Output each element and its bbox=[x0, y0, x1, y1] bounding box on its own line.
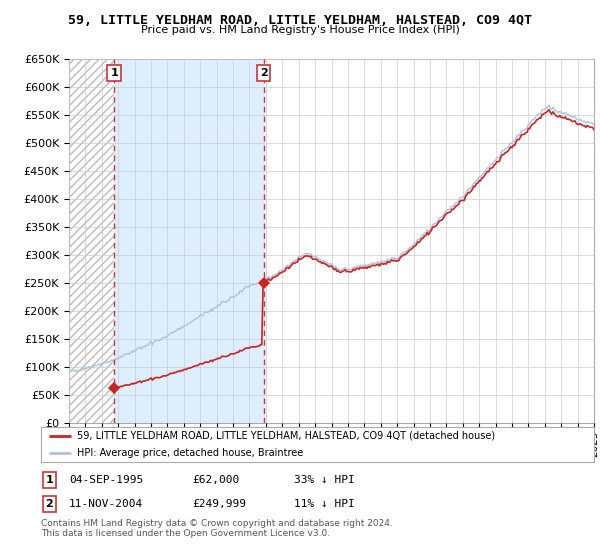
Text: Contains HM Land Registry data © Crown copyright and database right 2024.: Contains HM Land Registry data © Crown c… bbox=[41, 519, 392, 528]
Text: £249,999: £249,999 bbox=[192, 499, 246, 509]
Text: 2: 2 bbox=[46, 499, 53, 509]
Text: 1: 1 bbox=[46, 475, 53, 485]
Bar bbox=[114, 59, 264, 423]
Text: 04-SEP-1995: 04-SEP-1995 bbox=[69, 475, 143, 485]
Text: £62,000: £62,000 bbox=[192, 475, 239, 485]
Text: 59, LITTLE YELDHAM ROAD, LITTLE YELDHAM, HALSTEAD, CO9 4QT: 59, LITTLE YELDHAM ROAD, LITTLE YELDHAM,… bbox=[68, 14, 532, 27]
Text: 11-NOV-2004: 11-NOV-2004 bbox=[69, 499, 143, 509]
Text: 11% ↓ HPI: 11% ↓ HPI bbox=[294, 499, 355, 509]
Text: 59, LITTLE YELDHAM ROAD, LITTLE YELDHAM, HALSTEAD, CO9 4QT (detached house): 59, LITTLE YELDHAM ROAD, LITTLE YELDHAM,… bbox=[77, 431, 495, 441]
Text: 1: 1 bbox=[110, 68, 118, 78]
Text: 33% ↓ HPI: 33% ↓ HPI bbox=[294, 475, 355, 485]
Text: Price paid vs. HM Land Registry's House Price Index (HPI): Price paid vs. HM Land Registry's House … bbox=[140, 25, 460, 35]
Text: HPI: Average price, detached house, Braintree: HPI: Average price, detached house, Brai… bbox=[77, 449, 303, 458]
Text: This data is licensed under the Open Government Licence v3.0.: This data is licensed under the Open Gov… bbox=[41, 529, 330, 538]
Text: 2: 2 bbox=[260, 68, 268, 78]
